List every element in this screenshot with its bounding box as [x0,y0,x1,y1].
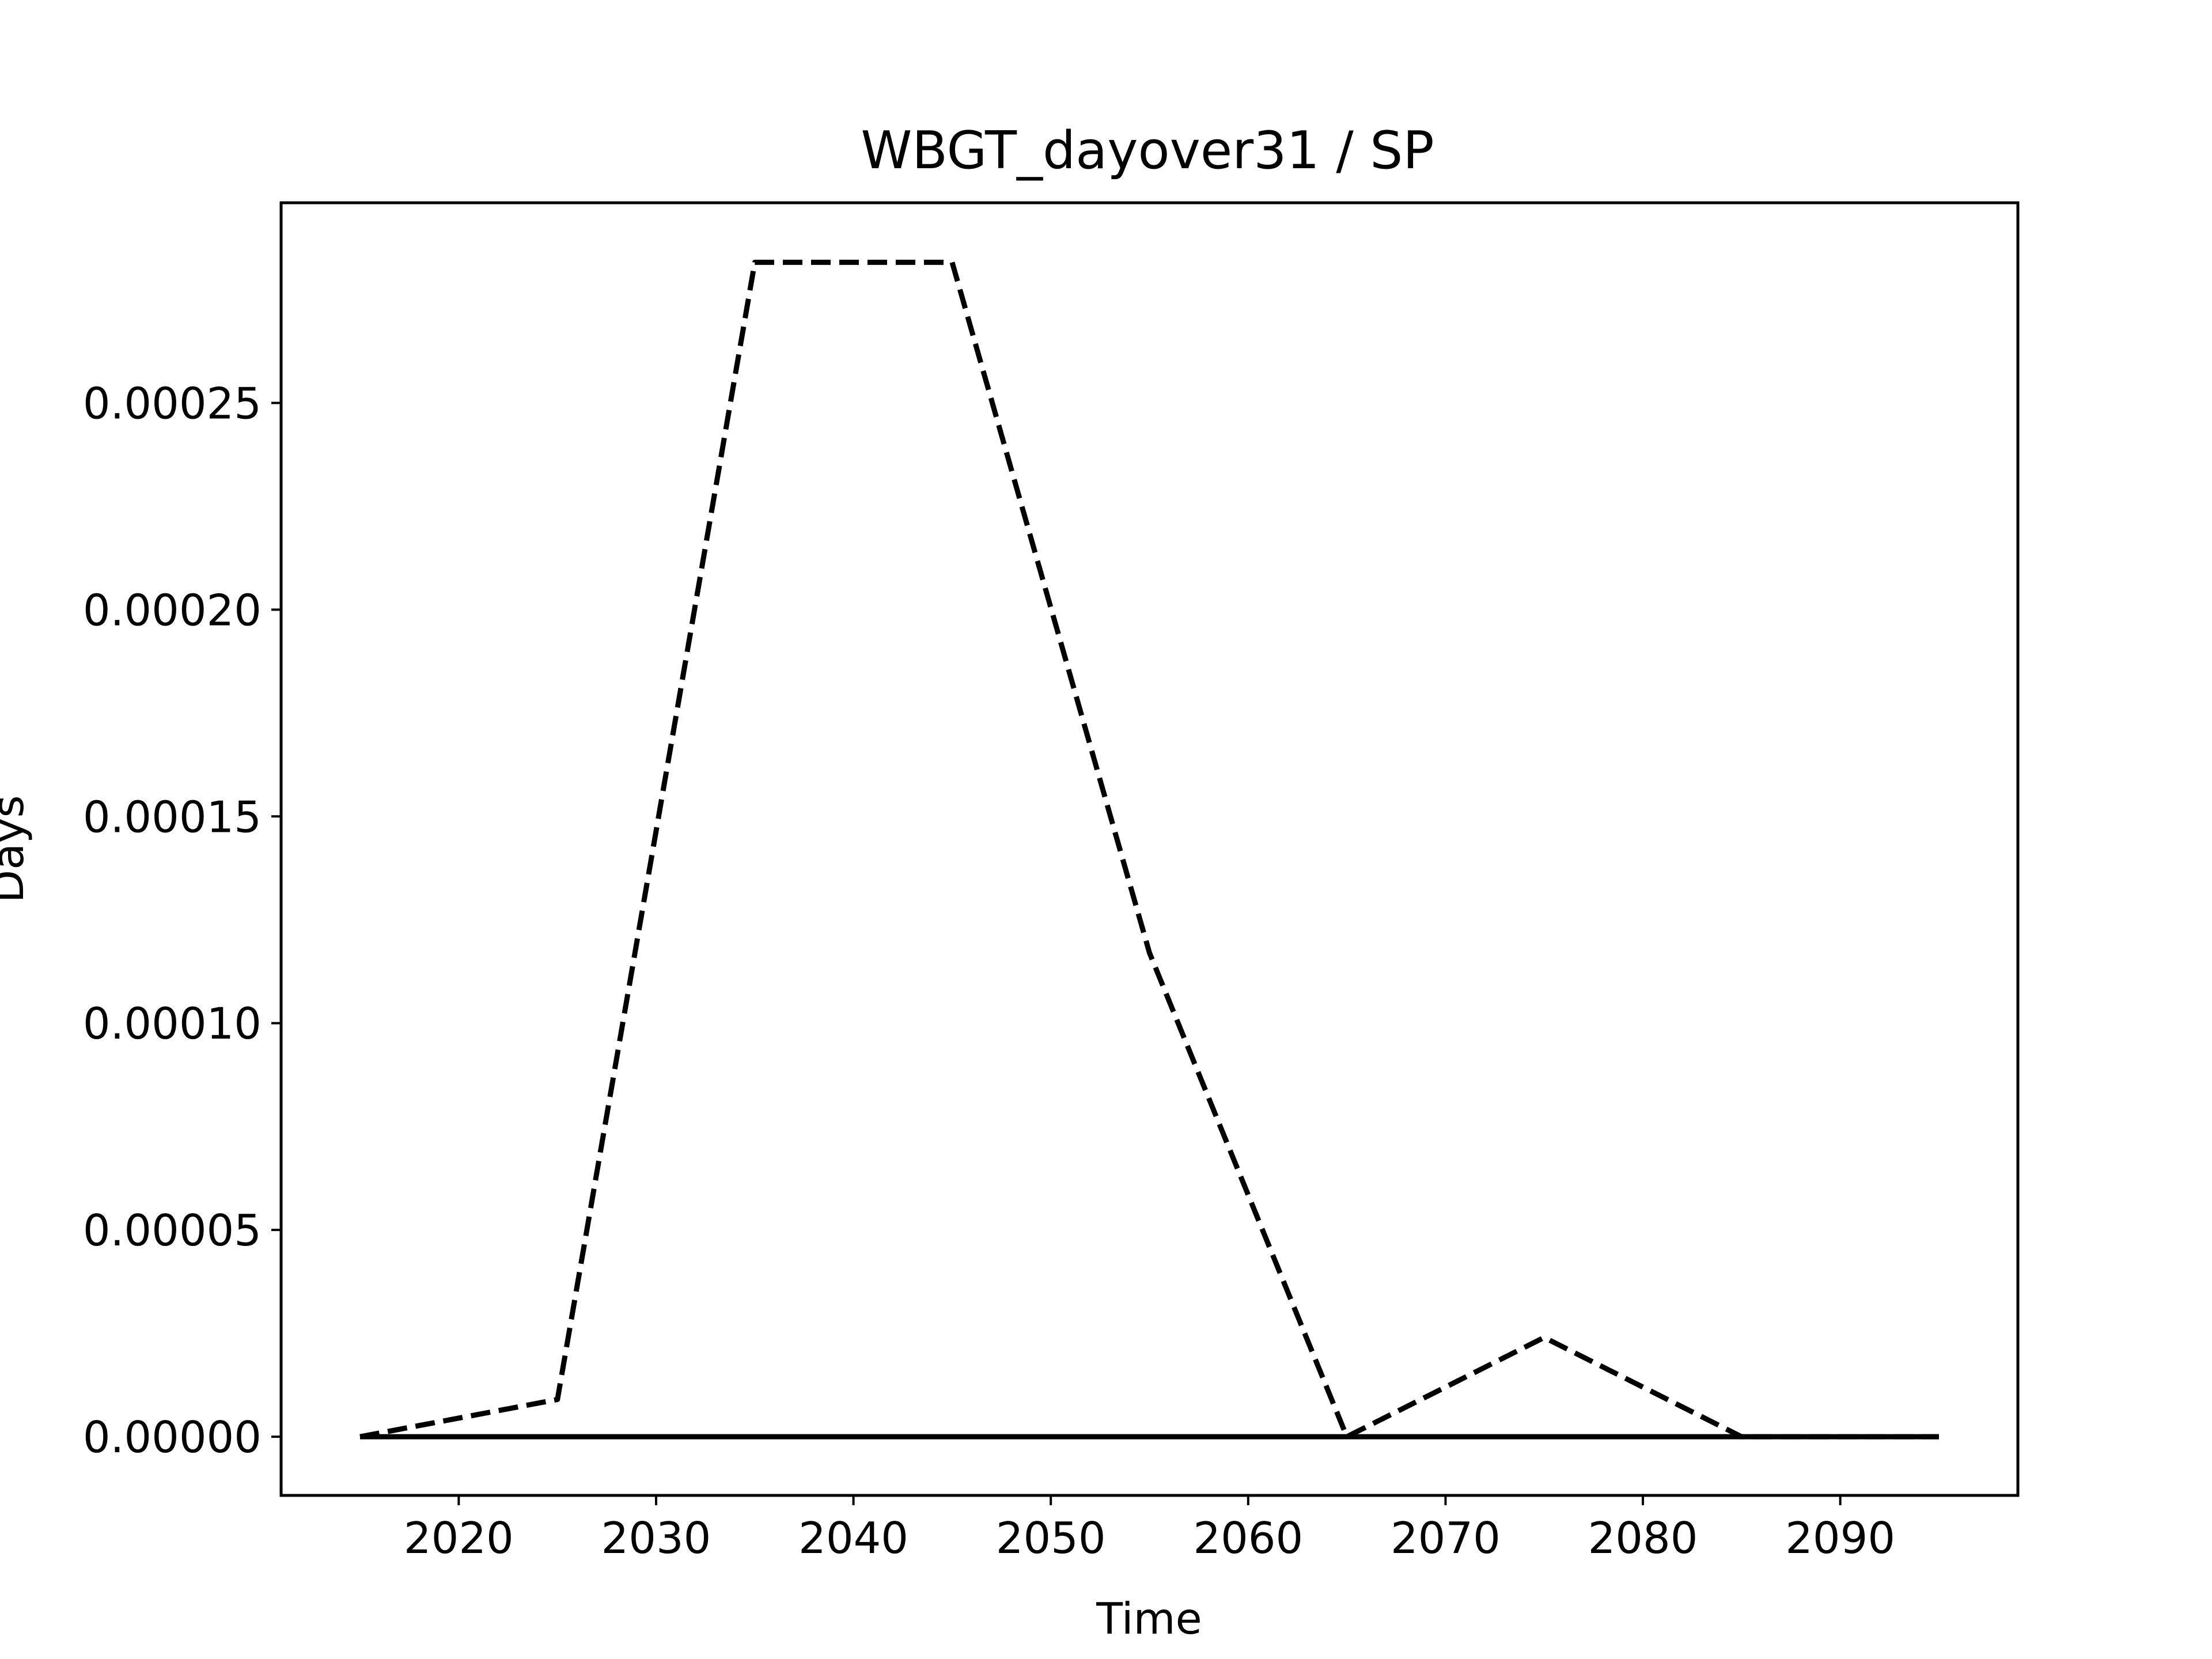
plot-area-frame [279,201,2020,1497]
y-axis-label: Days [0,795,33,903]
x-tick-label-2070: 2070 [1391,1513,1501,1563]
x-axis-label: Time [1096,1593,1202,1644]
x-tick-label-2090: 2090 [1785,1513,1895,1563]
y-tick-label-3: 0.00015 [83,791,262,842]
y-tick-label-5: 0.00025 [83,378,262,429]
x-tick-label-2060: 2060 [1193,1513,1303,1563]
series-layer [359,259,1939,1440]
x-tick-label-2080: 2080 [1588,1513,1698,1563]
chart-title: WBGT_dayover31 / SP [861,120,1434,181]
y-tick-label-4: 0.00020 [83,585,262,635]
y-tick-label-2: 0.00010 [83,998,262,1049]
y-tick-label-1: 0.00005 [83,1205,262,1256]
y-tick-label-0: 0.00000 [83,1412,262,1463]
x-axis-ticks: 2020 2030 2040 2050 2060 2070 2080 2090 [404,1495,1895,1563]
y-axis-ticks: 0.00000 0.00005 0.00010 0.00015 0.00020 0.000… [83,378,281,1463]
x-tick-label-2030: 2030 [601,1513,711,1563]
x-tick-label-2020: 2020 [404,1513,514,1563]
x-tick-label-2050: 2050 [996,1513,1106,1563]
series-line-1-dashed [359,259,1939,1440]
x-tick-label-2040: 2040 [798,1513,908,1563]
